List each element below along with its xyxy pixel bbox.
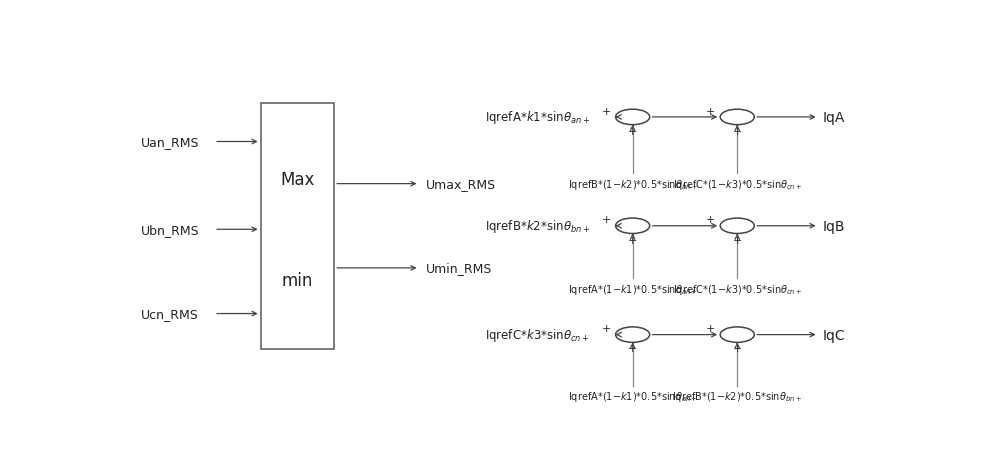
FancyBboxPatch shape — [261, 104, 334, 349]
Text: +: + — [602, 106, 611, 116]
Text: IqA: IqA — [822, 111, 845, 125]
Text: Umin_RMS: Umin_RMS — [426, 262, 492, 275]
Text: IqrefC*$k$3*sin$\theta_{cn+}$: IqrefC*$k$3*sin$\theta_{cn+}$ — [485, 326, 590, 344]
Text: min: min — [282, 271, 313, 289]
Text: IqC: IqC — [822, 328, 845, 342]
Text: IqrefA*$k$1*sin$\theta_{an+}$: IqrefA*$k$1*sin$\theta_{an+}$ — [485, 109, 590, 126]
Text: IqrefB*(1−$k$2)*0.5*sin$\theta_{bn+}$: IqrefB*(1−$k$2)*0.5*sin$\theta_{bn+}$ — [568, 177, 698, 191]
Text: +: + — [706, 324, 716, 334]
Text: Uan_RMS: Uan_RMS — [140, 136, 199, 149]
Text: IqrefC*(1−$k$3)*0.5*sin$\theta_{cn+}$: IqrefC*(1−$k$3)*0.5*sin$\theta_{cn+}$ — [673, 177, 802, 191]
Text: +: + — [628, 126, 637, 136]
Text: +: + — [733, 126, 742, 136]
Text: +: + — [602, 324, 611, 334]
Text: IqrefB*$k$2*sin$\theta_{bn+}$: IqrefB*$k$2*sin$\theta_{bn+}$ — [485, 218, 591, 235]
Text: +: + — [628, 235, 637, 245]
Text: IqB: IqB — [822, 219, 845, 233]
Text: Max: Max — [280, 171, 315, 189]
Text: +: + — [733, 344, 742, 354]
Text: IqrefA*(1−$k$1)*0.5*sin$\theta_{an+}$: IqrefA*(1−$k$1)*0.5*sin$\theta_{an+}$ — [568, 282, 697, 296]
Text: IqrefC*(1−$k$3)*0.5*sin$\theta_{cn+}$: IqrefC*(1−$k$3)*0.5*sin$\theta_{cn+}$ — [673, 282, 802, 296]
Text: +: + — [602, 215, 611, 225]
Text: Ucn_RMS: Ucn_RMS — [140, 308, 198, 320]
Text: +: + — [733, 235, 742, 245]
Text: Ubn_RMS: Ubn_RMS — [140, 223, 199, 236]
Text: Umax_RMS: Umax_RMS — [426, 178, 496, 191]
Text: IqrefA*(1−$k$1)*0.5*sin$\theta_{an+}$: IqrefA*(1−$k$1)*0.5*sin$\theta_{an+}$ — [568, 389, 697, 403]
Text: +: + — [628, 344, 637, 354]
Text: +: + — [706, 215, 716, 225]
Text: +: + — [706, 106, 716, 116]
Text: IqrefB*(1−$k$2)*0.5*sin$\theta_{bn+}$: IqrefB*(1−$k$2)*0.5*sin$\theta_{bn+}$ — [672, 389, 802, 403]
